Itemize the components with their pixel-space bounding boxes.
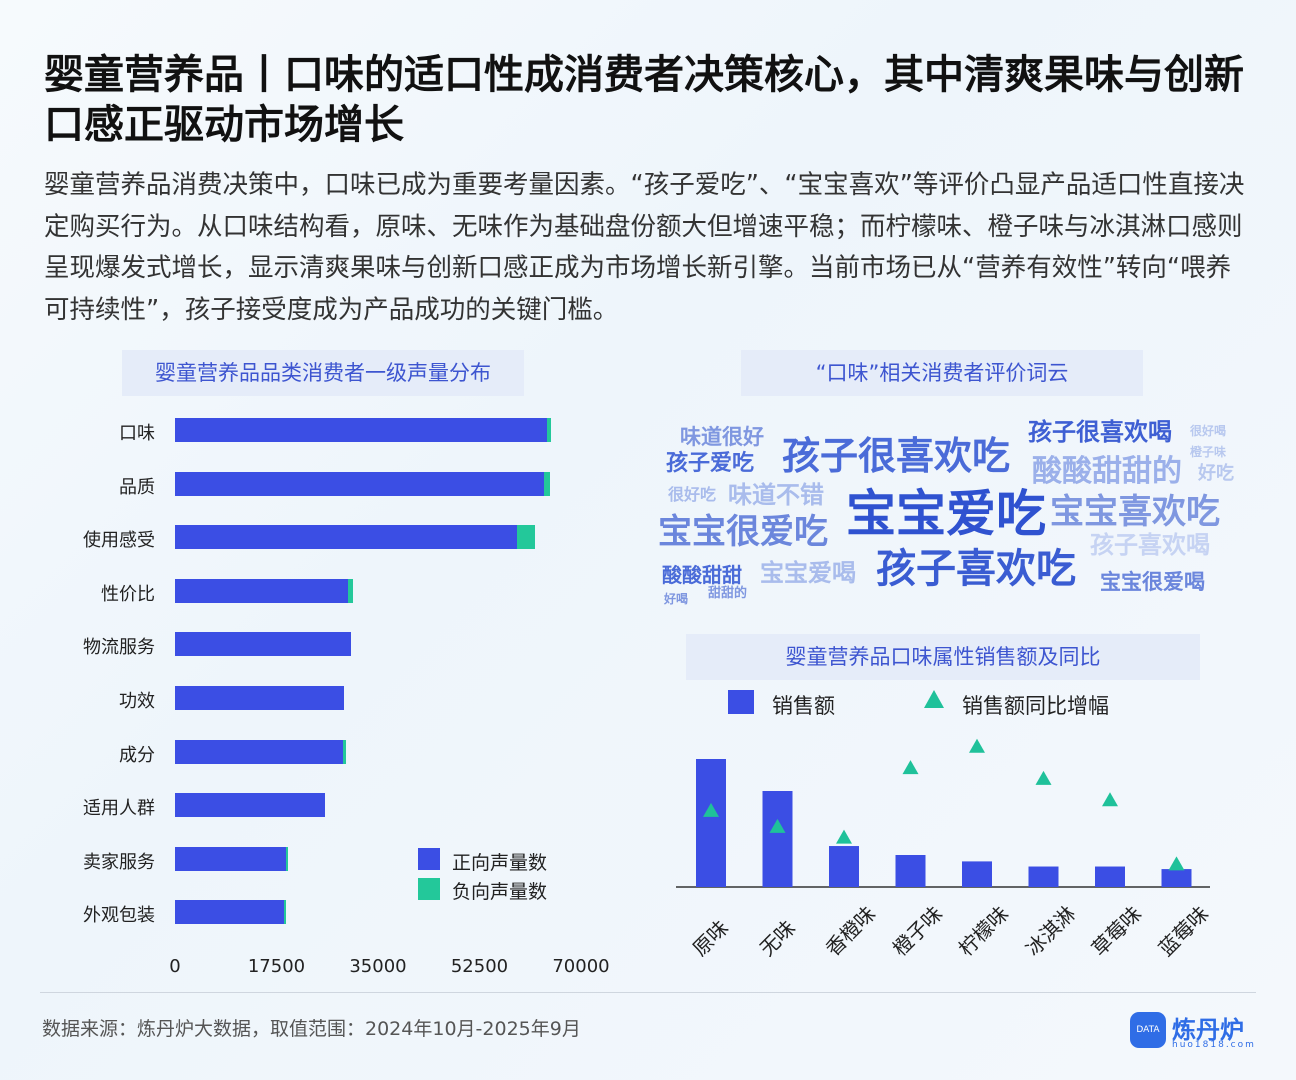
category-volume-chart: 口味品质使用感受性价比物流服务功效成分适用人群卖家服务外观包装 0 17500 350… bbox=[0, 400, 640, 990]
category-label: 口味 bbox=[119, 423, 155, 444]
growth-marker bbox=[1168, 856, 1185, 871]
negative-volume-bar bbox=[547, 418, 552, 442]
positive-volume-bar bbox=[175, 900, 285, 925]
wordcloud-word: 宝宝爱喝 bbox=[760, 559, 856, 587]
wordcloud-word: 宝宝很爱吃 bbox=[658, 512, 828, 552]
wordcloud-word: 橙子味 bbox=[1190, 445, 1227, 459]
flavor-chart-title: 婴童营养品口味属性销售额及同比 bbox=[686, 634, 1200, 680]
legend-growth-label: 销售额同比增幅 bbox=[962, 694, 1109, 718]
growth-marker bbox=[836, 829, 852, 844]
sales-bar bbox=[895, 855, 926, 887]
positive-volume-bar bbox=[175, 846, 287, 871]
wordcloud-word: 宝宝很爱喝 bbox=[1100, 570, 1205, 594]
wordcloud-word: 味道很好 bbox=[680, 425, 764, 449]
growth-marker bbox=[1035, 770, 1052, 785]
wordcloud-word: 酸酸甜甜的 bbox=[1032, 454, 1182, 489]
sales-bar bbox=[1028, 866, 1059, 887]
category-label: 外观包装 bbox=[83, 905, 155, 927]
sales-bar bbox=[1095, 866, 1125, 887]
wordcloud-word: 酸酸甜甜 bbox=[662, 563, 742, 587]
wordcloud-word: 孩子爱吃 bbox=[666, 451, 755, 476]
wordcloud-word: 味道不错 bbox=[728, 481, 824, 509]
category-label: 品质 bbox=[119, 476, 155, 498]
wordcloud-word: 宝宝喜欢吃 bbox=[1050, 492, 1220, 532]
wordcloud-word: 好吃 bbox=[1198, 463, 1234, 484]
negative-volume-bar bbox=[343, 739, 346, 764]
category-label: 适用人群 bbox=[83, 798, 155, 820]
wordcloud-word: 孩子很喜欢吃 bbox=[782, 434, 1011, 478]
category-label: 性价比 bbox=[101, 583, 155, 605]
brand-name: 炼丹炉 bbox=[1172, 1016, 1244, 1044]
sales-bar bbox=[762, 791, 793, 887]
legend-positive-swatch bbox=[418, 848, 440, 870]
sales-bar bbox=[962, 861, 992, 887]
sales-bar bbox=[696, 759, 726, 887]
growth-marker bbox=[703, 802, 719, 817]
negative-volume-bar bbox=[284, 900, 287, 925]
wordcloud-word: 很好喝 bbox=[1190, 424, 1227, 438]
brand-logo-icon: DATA bbox=[1130, 1012, 1166, 1048]
positive-volume-bar bbox=[175, 471, 544, 496]
category-label: 功效 bbox=[119, 691, 155, 712]
sales-bar bbox=[1161, 869, 1192, 887]
wordcloud-word: 孩子很喜欢喝 bbox=[1028, 418, 1172, 446]
category-label: 物流服务 bbox=[83, 637, 155, 659]
negative-volume-bar bbox=[543, 471, 550, 496]
negative-volume-bar bbox=[516, 525, 535, 550]
flavor-plot-svg bbox=[676, 738, 1210, 888]
legend-positive-label: 正向声量数 bbox=[452, 852, 548, 874]
positive-volume-bar bbox=[175, 793, 325, 818]
word-cloud: 味道很好 孩子很喜欢吃 孩子很喜欢喝 很好喝橙子味 孩子爱吃 酸酸甜甜的 好吃很好吃 味道不错… bbox=[650, 415, 1270, 615]
wordcloud-word: 好喝 bbox=[664, 592, 689, 606]
footer-divider bbox=[40, 992, 1256, 993]
wordcloud-word: 孩子喜欢喝 bbox=[1090, 531, 1210, 559]
wordcloud-word: 甜甜的 bbox=[708, 586, 748, 601]
page-description: 婴童营养品消费决策中，口味已成为重要考量因素。“孩子爱吃”、“宝宝喜欢”等评价凸… bbox=[44, 170, 1245, 325]
x-tick-label: 52500 bbox=[450, 956, 509, 977]
positive-volume-bar bbox=[175, 525, 517, 550]
wordcloud-word: 宝宝爱吃 bbox=[846, 485, 1046, 543]
positive-volume-bar bbox=[175, 739, 344, 764]
page-title: 婴童营养品丨口味的适口性成消费者决策核心，其中清爽果味与创新口感正驱动市场增长 bbox=[44, 52, 1244, 148]
data-source: 数据来源：炼丹炉大数据，取值范围：2024年10月-2025年9月 bbox=[42, 1018, 581, 1040]
bar-chart-title: 婴童营养品品类消费者一级声量分布 bbox=[122, 350, 524, 396]
x-tick-label: 35000 bbox=[349, 956, 407, 977]
sales-bar bbox=[829, 846, 859, 887]
x-tick-label: 0 bbox=[169, 956, 181, 977]
category-label: 卖家服务 bbox=[83, 851, 155, 873]
brand-url: huo1818.com bbox=[1172, 1040, 1256, 1050]
positive-volume-bar bbox=[175, 686, 344, 710]
positive-volume-bar bbox=[175, 632, 352, 657]
legend-sales-swatch bbox=[728, 690, 754, 714]
x-tick-label: 17500 bbox=[247, 956, 306, 977]
legend-growth-triangle bbox=[924, 690, 944, 708]
negative-volume-bar bbox=[286, 846, 289, 871]
wordcloud-word: 很好吃 bbox=[668, 485, 717, 504]
flavor-sales-chart: 原味 无味 香橙味 橙子味 柠檬味 冰淇淋 草莓味 蓝莓味 bbox=[660, 720, 1260, 990]
x-tick-label: 70000 bbox=[552, 956, 610, 977]
legend-negative-label: 负向声量数 bbox=[452, 881, 548, 903]
growth-marker bbox=[969, 738, 985, 753]
growth-marker bbox=[1102, 792, 1118, 807]
growth-marker bbox=[902, 760, 919, 775]
wordcloud-title: “口味”相关消费者评价词云 bbox=[741, 350, 1143, 396]
wordcloud-word: 孩子喜欢吃 bbox=[876, 546, 1076, 592]
positive-volume-bar bbox=[175, 418, 548, 442]
legend-sales-label: 销售额 bbox=[772, 694, 835, 718]
growth-marker bbox=[769, 818, 786, 833]
negative-volume-bar bbox=[347, 578, 354, 603]
category-label: 使用感受 bbox=[83, 530, 155, 552]
legend-negative-swatch bbox=[418, 878, 440, 900]
positive-volume-bar bbox=[175, 578, 348, 603]
category-label: 成分 bbox=[119, 744, 155, 766]
